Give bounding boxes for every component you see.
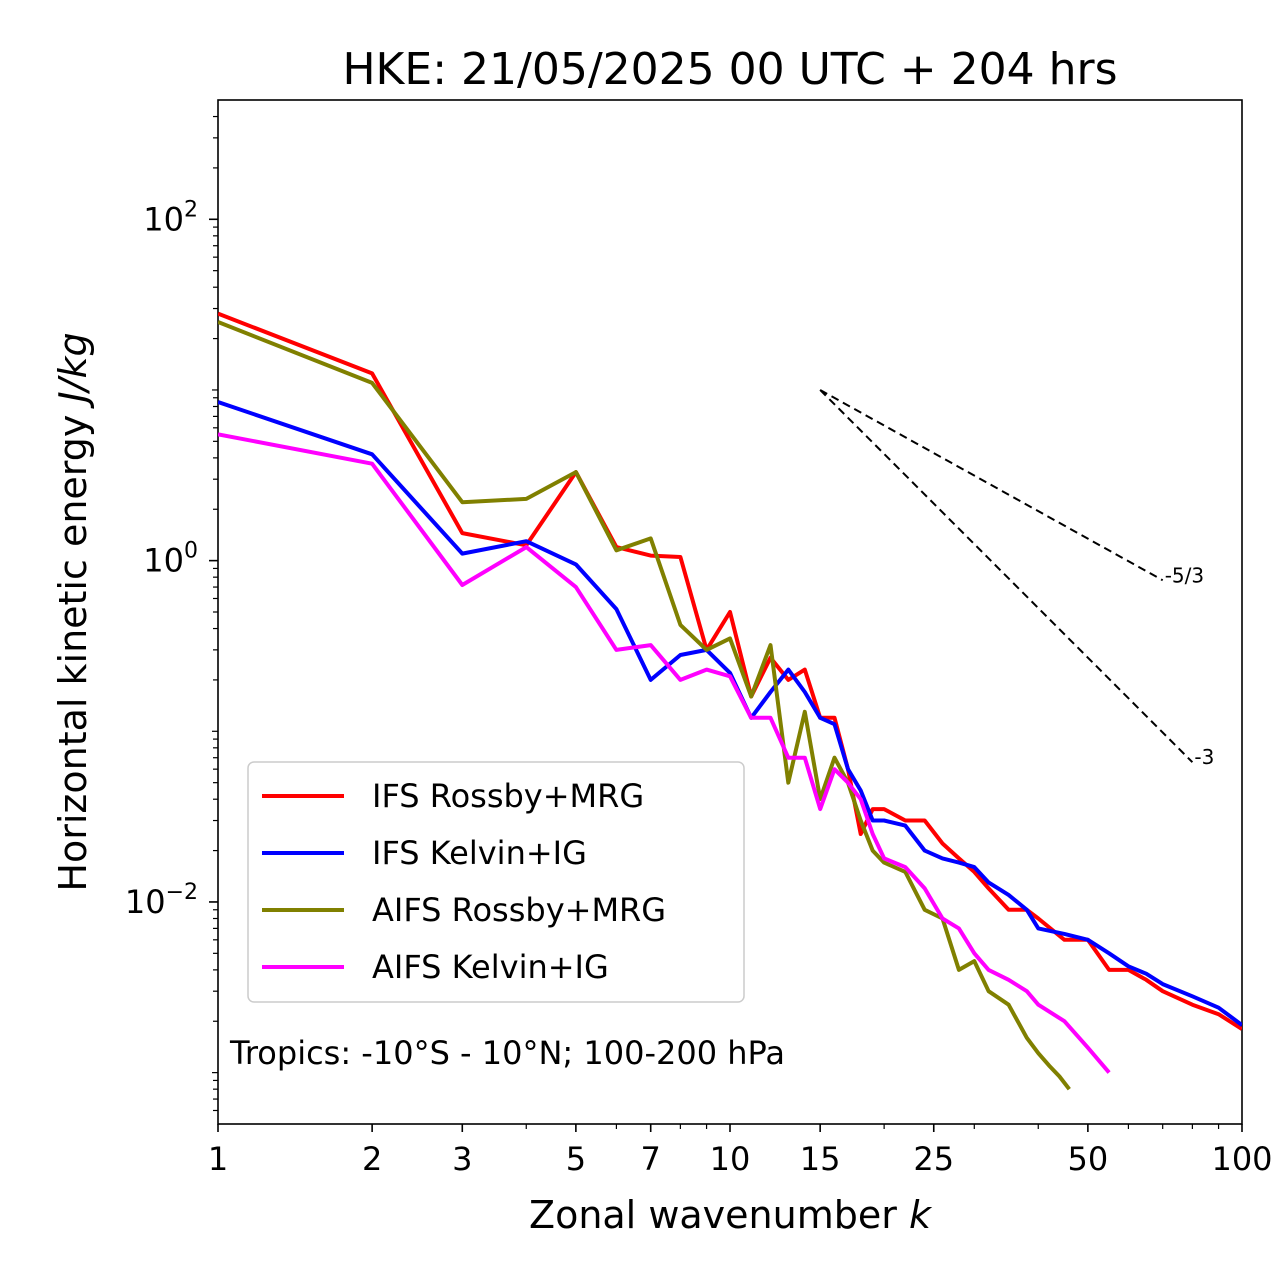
- y-tick-label-3: 102: [143, 197, 198, 238]
- slope-label-1: -5/3: [1165, 563, 1204, 587]
- legend-label-2: IFS Kelvin+IG: [372, 834, 587, 872]
- y-tick-label-2: 100: [143, 539, 198, 580]
- slope-label-2: -3: [1194, 745, 1214, 769]
- x-axis-label: Zonal wavenumber k: [529, 1193, 933, 1237]
- x-tick-label-10: 100: [1211, 1140, 1272, 1178]
- x-tick-label-7: 15: [800, 1140, 841, 1178]
- y-axis-label: Horizontal kinetic energy J/kg: [51, 332, 95, 891]
- x-tick-label-8: 25: [913, 1140, 954, 1178]
- legend-label-1: IFS Rossby+MRG: [372, 777, 644, 815]
- series-line-2: [218, 400, 1242, 1027]
- x-tick-label-2: 2: [362, 1140, 382, 1178]
- y-tick-label-1: 10−2: [125, 880, 198, 921]
- series-layer: [218, 311, 1242, 1091]
- axis-ticks: 1 2 3 5 7 10 15 25 50 100 10−2 100 102: [125, 115, 1273, 1178]
- x-tick-label-5: 7: [641, 1140, 661, 1178]
- legend-box: [247, 761, 745, 1003]
- x-tick-label-1: 1: [208, 1140, 228, 1178]
- legend: IFS Rossby+MRG IFS Kelvin+IG AIFS Rossby+M…: [247, 761, 745, 1003]
- series-line-3: [218, 320, 1071, 1091]
- region-annotation: Tropics: -10°S - 10°N; 100-200 hPa: [229, 1034, 785, 1072]
- chart-title: HKE: 21/05/2025 00 UTC + 204 hrs: [342, 44, 1117, 95]
- slope-line-2: [819, 389, 1194, 763]
- x-tick-label-9: 50: [1068, 1140, 1109, 1178]
- legend-label-4: AIFS Kelvin+IG: [372, 948, 609, 986]
- x-tick-label-4: 5: [566, 1140, 586, 1178]
- legend-label-3: AIFS Rossby+MRG: [372, 891, 666, 929]
- slope-line-1: [819, 389, 1164, 582]
- x-tick-label-6: 10: [710, 1140, 751, 1178]
- series-line-4: [218, 432, 1111, 1074]
- reference-slope-lines: -5/3 -3: [819, 389, 1214, 769]
- x-tick-label-3: 3: [452, 1140, 472, 1178]
